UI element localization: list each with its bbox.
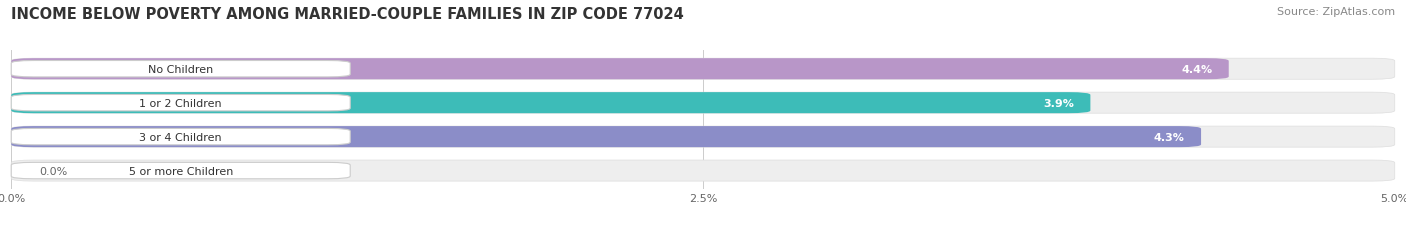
FancyBboxPatch shape <box>11 127 1395 148</box>
FancyBboxPatch shape <box>11 127 1201 148</box>
FancyBboxPatch shape <box>11 61 350 78</box>
FancyBboxPatch shape <box>11 93 1395 114</box>
Text: 3.9%: 3.9% <box>1043 98 1074 108</box>
Text: 5 or more Children: 5 or more Children <box>128 166 233 176</box>
Text: INCOME BELOW POVERTY AMONG MARRIED-COUPLE FAMILIES IN ZIP CODE 77024: INCOME BELOW POVERTY AMONG MARRIED-COUPL… <box>11 7 683 22</box>
FancyBboxPatch shape <box>11 59 1395 80</box>
Text: 0.0%: 0.0% <box>39 166 67 176</box>
FancyBboxPatch shape <box>11 59 1229 80</box>
FancyBboxPatch shape <box>11 95 350 111</box>
Text: 3 or 4 Children: 3 or 4 Children <box>139 132 222 142</box>
FancyBboxPatch shape <box>11 163 350 179</box>
FancyBboxPatch shape <box>11 93 1091 114</box>
FancyBboxPatch shape <box>11 160 1395 181</box>
Text: Source: ZipAtlas.com: Source: ZipAtlas.com <box>1277 7 1395 17</box>
Text: No Children: No Children <box>148 64 214 74</box>
Text: 1 or 2 Children: 1 or 2 Children <box>139 98 222 108</box>
Text: 4.3%: 4.3% <box>1153 132 1184 142</box>
FancyBboxPatch shape <box>11 129 350 145</box>
Text: 4.4%: 4.4% <box>1181 64 1212 74</box>
